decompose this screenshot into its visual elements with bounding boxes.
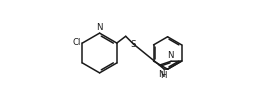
Text: Cl: Cl — [72, 38, 81, 47]
Text: H: H — [160, 71, 167, 80]
Text: N: N — [96, 23, 103, 32]
Text: S: S — [131, 40, 136, 49]
Text: N: N — [159, 70, 165, 79]
Text: N: N — [167, 51, 174, 60]
